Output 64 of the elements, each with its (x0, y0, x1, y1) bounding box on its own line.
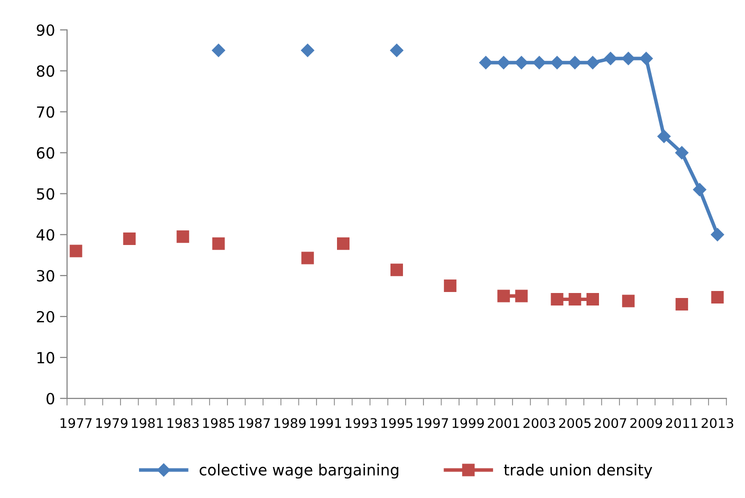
point (657, 130, 671, 143)
x-tick-label: 1995 (381, 418, 412, 428)
point (710, 228, 724, 242)
point (622, 52, 635, 66)
point (123, 232, 136, 245)
point (337, 237, 350, 250)
point (640, 52, 653, 66)
point (550, 56, 564, 70)
y-tick-label: 0 (46, 392, 54, 404)
point (390, 264, 403, 276)
point (301, 252, 314, 264)
y-tick-label: 80 (36, 65, 54, 77)
point (676, 298, 688, 310)
point (176, 230, 190, 243)
x-tick-label: 1997 (417, 418, 448, 428)
point (390, 44, 404, 57)
x-tick-label: 2005 (559, 418, 591, 428)
point (675, 146, 688, 160)
point (479, 56, 492, 70)
x-tick-label: 1985 (203, 418, 234, 428)
point (515, 290, 528, 302)
point (586, 56, 600, 70)
legend-label: trade union density (504, 464, 652, 479)
point (212, 237, 225, 250)
x-tick-label: 2011 (666, 418, 698, 428)
point (711, 291, 724, 304)
point (444, 280, 456, 292)
point (514, 56, 528, 70)
y-tick-label: 10 (37, 352, 54, 364)
x-tick-label: 1991 (310, 418, 342, 428)
x-tick-label: 2009 (630, 418, 662, 428)
x-tick-label: 1981 (132, 418, 163, 428)
x-tick-label: 1977 (60, 418, 92, 428)
y-tick-label: 70 (37, 106, 54, 118)
point (604, 52, 618, 66)
y-tick-label: 50 (36, 188, 54, 200)
x-tick-label: 2001 (488, 418, 520, 428)
point (212, 44, 226, 57)
x-tick-label: 1979 (96, 418, 128, 428)
point (550, 293, 564, 306)
y-tick-label: 20 (36, 310, 54, 323)
x-tick-label: 1999 (452, 418, 484, 428)
point (532, 56, 546, 70)
y-tick-label: 40 (36, 229, 54, 241)
x-tick-label: 2013 (702, 418, 734, 428)
point (568, 56, 582, 70)
x-tick-label: 1987 (238, 418, 270, 428)
x-tick-label: 1989 (274, 418, 306, 428)
x-tick-label: 2007 (594, 418, 626, 428)
point (568, 293, 582, 306)
point (301, 44, 314, 57)
x-tick-label: 1983 (168, 418, 199, 428)
point (622, 294, 635, 308)
point (693, 182, 706, 196)
y-tick-label: 30 (36, 270, 54, 282)
y-tick-label: 60 (36, 147, 54, 159)
y-tick-label: 90 (36, 24, 54, 36)
legend-label: colective wage bargaining (200, 464, 398, 479)
x-tick-label: 1993 (346, 418, 377, 428)
x-tick-label: 2003 (523, 418, 555, 428)
point (497, 290, 510, 302)
point (586, 293, 599, 306)
point (70, 244, 82, 258)
point (497, 56, 510, 70)
